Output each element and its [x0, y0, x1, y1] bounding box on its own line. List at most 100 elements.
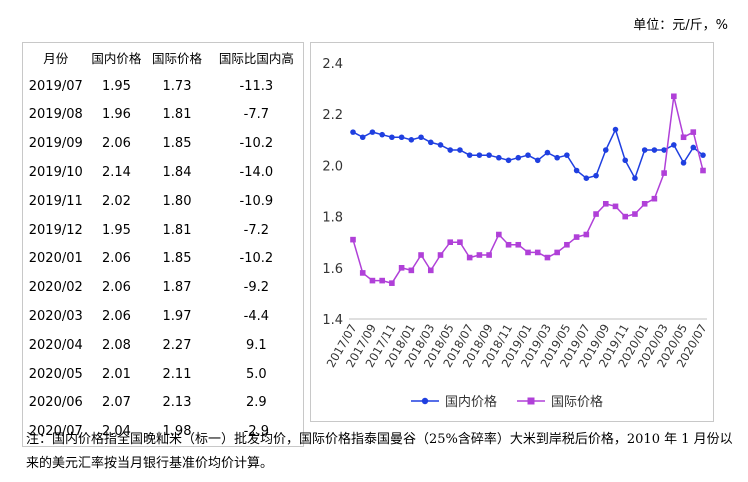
domestic-data-point — [486, 152, 492, 158]
international-data-point — [680, 134, 687, 141]
domestic-data-point — [641, 147, 648, 153]
domestic-data-point — [544, 149, 551, 156]
international-data-point — [369, 277, 376, 284]
cell-domestic: 2.06 — [101, 280, 131, 296]
international-data-point — [534, 249, 541, 256]
domestic-data-point — [447, 147, 454, 153]
domestic-data-point — [408, 137, 415, 143]
cell-international: 2.11 — [162, 366, 192, 382]
cell-difference: -10.9 — [239, 193, 274, 209]
table-row: 2019/07 1.95 1.73 -11.3 — [23, 72, 304, 101]
cell-international: 1.85 — [162, 136, 192, 152]
international-data-point — [700, 167, 706, 174]
domestic-data-point — [564, 152, 570, 158]
cell-domestic: 2.04 — [101, 424, 131, 440]
international-data-point — [379, 277, 385, 284]
cell-international: 1.87 — [162, 280, 192, 296]
domestic-data-point — [505, 157, 512, 164]
y-tick-label: 1.6 — [322, 262, 343, 277]
international-data-point — [612, 203, 619, 210]
domestic-data-point — [593, 172, 599, 179]
cell-domestic: 2.06 — [101, 309, 131, 325]
cell-difference: 5.0 — [246, 366, 267, 382]
cell-domestic: 2.01 — [101, 366, 131, 382]
footnote: 注：国内价格指全国晚籼米（标一）批发均价，国际价格指泰国曼谷（25%含碎率）大米… — [26, 432, 733, 471]
cell-difference: -4.4 — [243, 309, 270, 325]
cell-domestic: 2.06 — [101, 136, 131, 152]
international-data-point — [505, 241, 512, 248]
cell-month: 2020/06 — [28, 395, 83, 411]
cell-international: 2.27 — [162, 337, 192, 353]
domestic-data-point — [602, 147, 609, 153]
domestic-data-point — [661, 147, 667, 153]
price-table: 月份 国内价格 国际价格 国际比国内高 2019/07 1.95 1.73 -11.3… — [22, 42, 304, 448]
header-international-price: 国际价格 — [152, 50, 203, 66]
cell-domestic: 2.02 — [101, 193, 131, 209]
domestic-data-point — [369, 129, 376, 135]
domestic-data-point — [554, 154, 560, 161]
legend-international-marker — [527, 397, 535, 405]
table-row: 2019/10 2.14 1.84 -14.0 — [23, 158, 304, 187]
domestic-data-point — [680, 160, 687, 166]
cell-international: 1.81 — [162, 222, 192, 238]
domestic-data-point — [379, 131, 385, 138]
cell-international: 1.81 — [162, 107, 192, 123]
table-row: 2020/01 2.06 1.85 -10.2 — [23, 245, 304, 274]
domestic-data-point — [427, 139, 434, 146]
domestic-data-point — [525, 152, 531, 158]
table-row: 2020/07 2.04 1.98 -2.9 — [23, 417, 304, 446]
international-data-point — [447, 239, 454, 245]
international-data-point — [389, 280, 395, 286]
cell-international: 1.80 — [162, 193, 192, 209]
cell-domestic: 2.06 — [101, 251, 131, 267]
international-data-point — [466, 254, 473, 261]
international-data-point — [583, 231, 590, 238]
international-data-point — [602, 201, 609, 207]
y-tick-label: 2.0 — [322, 159, 343, 174]
domestic-data-point — [389, 134, 395, 141]
cell-international: 2.13 — [162, 395, 192, 411]
price-chart: 1.4 1.6 1.8 2.0 2.2 2.4 2017/07 2017/09 2017/11 2… — [310, 42, 714, 422]
domestic-data-point — [496, 154, 502, 161]
international-data-point — [690, 129, 697, 135]
cell-domestic: 1.96 — [101, 107, 131, 123]
header-domestic-price: 国内价格 — [91, 50, 142, 66]
cell-month: 2020/05 — [28, 366, 83, 382]
international-data-point — [427, 267, 434, 274]
y-tick-label: 1.8 — [322, 211, 343, 226]
domestic-data-point — [651, 147, 658, 153]
international-data-point — [622, 213, 629, 220]
cell-month: 2019/11 — [28, 193, 83, 209]
cell-month: 2020/01 — [28, 251, 83, 267]
international-data-point — [651, 195, 658, 202]
y-tick-label: 1.4 — [322, 313, 343, 328]
table-row: 2019/09 2.06 1.85 -10.2 — [23, 129, 304, 158]
domestic-data-point — [457, 147, 463, 153]
legend-domestic-marker — [421, 397, 429, 405]
cell-month: 2019/09 — [28, 136, 83, 152]
table-row: 2020/06 2.07 2.13 2.9 — [23, 389, 304, 418]
domestic-data-point — [515, 154, 522, 161]
domestic-data-point — [466, 152, 473, 158]
header-difference: 国际比国内高 — [218, 50, 294, 66]
cell-month: 2019/10 — [28, 165, 83, 181]
table-row: 2020/04 2.08 2.27 9.1 — [23, 331, 304, 360]
cell-month: 2019/08 — [28, 107, 83, 123]
international-data-point — [418, 252, 424, 258]
domestic-data-point — [622, 157, 629, 164]
international-data-point — [554, 249, 560, 256]
cell-domestic: 2.08 — [101, 337, 131, 353]
international-data-point — [350, 236, 356, 243]
international-data-point — [496, 231, 502, 238]
table-row: 2019/11 2.02 1.80 -10.9 — [23, 187, 304, 216]
international-data-point — [408, 267, 415, 274]
table-row: 2019/08 1.96 1.81 -7.7 — [23, 101, 304, 130]
line-chart: 1.41.61.82.02.22.42017/072017/092017/112… — [322, 57, 709, 410]
domestic-data-point — [437, 142, 444, 148]
international-data-point — [671, 93, 677, 100]
international-data-point — [564, 241, 570, 248]
table-row: 2020/05 2.01 2.11 5.0 — [23, 360, 304, 389]
international-data-point — [437, 252, 444, 258]
cell-international: 1.85 — [162, 251, 192, 267]
table-row: 2019/12 1.95 1.81 -7.2 — [23, 216, 304, 245]
